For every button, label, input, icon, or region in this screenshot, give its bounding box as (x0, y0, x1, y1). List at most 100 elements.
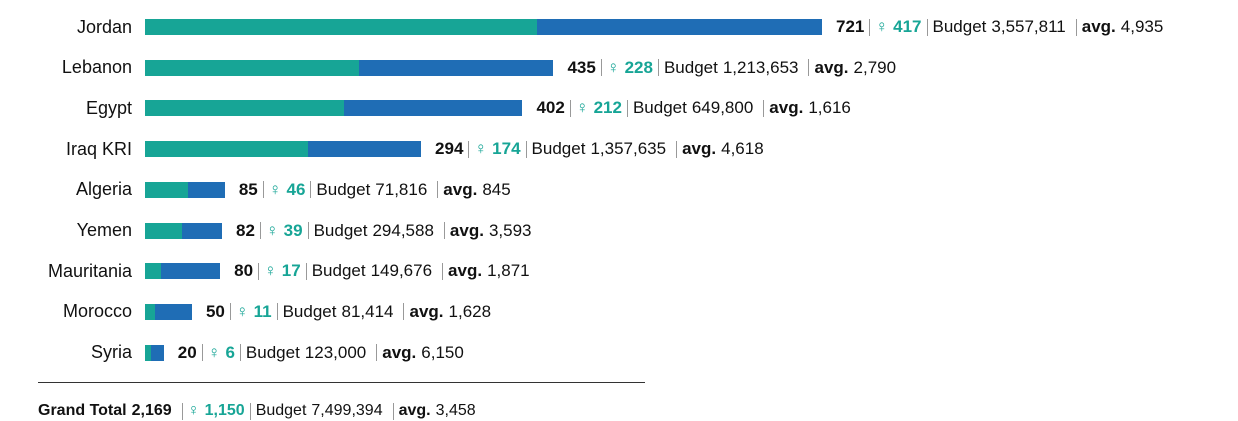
avg-value: 6,150 (421, 342, 464, 362)
category-label: Algeria (75, 179, 132, 200)
budget-text: Budget (663, 57, 718, 77)
bar-female (145, 141, 309, 158)
budget-text: Budget (316, 179, 371, 199)
total-label: 82 (235, 220, 255, 240)
bar-group (145, 344, 164, 361)
bar-female (145, 100, 345, 117)
separator (926, 18, 928, 36)
budget-value: 294,588 (372, 220, 434, 240)
avg-value: 1,871 (487, 261, 530, 281)
category-label: Egypt (85, 97, 132, 118)
bar-row: Mauritania 80 ♀ 17 Budget 149,676 avg. 1,871 (0, 260, 530, 282)
budget-text: Budget (632, 98, 687, 118)
separator (437, 181, 439, 199)
bar-group (145, 222, 222, 239)
budget-value: 123,000 (304, 342, 367, 362)
bar-row: Algeria 85 ♀ 46 Budget 71,816 avg. 845 (0, 179, 511, 201)
separator (468, 140, 470, 158)
female-label: 39 (283, 220, 303, 240)
bar-female (145, 181, 189, 198)
avg-value: 4,935 (1120, 17, 1164, 36)
separator (403, 303, 405, 321)
value-label: 402 ♀ 212 Budget 649,800 avg. 1,616 (536, 98, 850, 118)
grand-total-title: Grand Total (38, 402, 127, 419)
budget-value: 649,800 (691, 98, 754, 118)
female-symbol: ♀ (265, 220, 279, 240)
female-label: 212 (593, 98, 622, 118)
total-label: 402 (536, 98, 565, 118)
separator (569, 99, 571, 117)
separator (259, 222, 261, 239)
budget-value: 71,816 (375, 179, 428, 199)
bar-group (145, 100, 523, 117)
value-label: 721 ♀ 417 Budget 3,557,811 avg. 4,935 (836, 17, 1163, 37)
category-label: Iraq KRI (65, 138, 132, 159)
female-symbol: ♀ (474, 139, 488, 159)
separator (249, 402, 251, 420)
female-label: 11 (253, 301, 272, 321)
separator (626, 99, 628, 117)
bar-total (145, 263, 221, 280)
avg-text: avg. (769, 98, 804, 118)
separator (657, 59, 659, 77)
budget-value: 1,213,653 (722, 57, 799, 77)
female-symbol: ♀ (575, 98, 589, 118)
total-rule (38, 382, 645, 383)
category-label: Syria (90, 342, 132, 363)
category-label: Yemen (76, 220, 132, 240)
bar-row: Egypt 402 ♀ 212 Budget 649,800 avg. 1,616 (0, 97, 851, 119)
female-symbol: ♀ (187, 402, 200, 419)
avg-value: 1,616 (808, 98, 851, 118)
bar-row: Morocco 50 ♀ 11 Budget 81,414 avg. 1,628 (0, 301, 491, 323)
avg-value: 4,618 (721, 139, 764, 159)
separator (262, 181, 264, 199)
total-label: 80 (234, 261, 254, 281)
female-symbol: ♀ (207, 342, 221, 362)
bar-row: Jordan 721 ♀ 417 Budget 3,557,811 avg. 4,935 (0, 16, 1163, 38)
avg-text: avg. (682, 139, 717, 159)
bar-female (145, 59, 360, 76)
avg-text: avg. (443, 179, 478, 199)
separator (229, 303, 231, 321)
bar-group (145, 181, 225, 198)
female-symbol: ♀ (606, 57, 620, 77)
category-label: Mauritania (47, 260, 132, 281)
grand-budget-value: 7,499,394 (311, 402, 383, 419)
budget-value: 3,557,811 (991, 17, 1066, 36)
separator (443, 222, 445, 239)
bar-group (145, 303, 192, 320)
bar-row: Lebanon 435 ♀ 228 Budget 1,213,653 avg. 2,790 (0, 57, 896, 79)
separator (201, 344, 203, 362)
female-symbol: ♀ (875, 17, 889, 36)
value-label: 80 ♀ 17 Budget 149,676 avg. 1,871 (234, 261, 530, 281)
female-label: 417 (893, 17, 922, 36)
avg-value: 845 (482, 179, 511, 199)
budget-text: Budget (282, 301, 337, 321)
budget-value: 81,414 (341, 301, 394, 321)
separator (307, 222, 309, 239)
bar-female (145, 303, 156, 320)
category-label: Morocco (62, 301, 132, 322)
avg-text: avg. (409, 301, 444, 321)
bar-group (145, 19, 822, 35)
value-label: 85 ♀ 46 Budget 71,816 avg. 845 (239, 180, 511, 200)
avg-text: avg. (814, 57, 849, 77)
separator (276, 303, 278, 321)
total-label: 435 (567, 57, 596, 77)
bar-group (145, 59, 554, 76)
separator (305, 262, 307, 280)
avg-text: avg. (1081, 17, 1116, 36)
value-label: 435 ♀ 228 Budget 1,213,653 avg. 2,790 (567, 58, 896, 78)
avg-text: avg. (449, 220, 484, 240)
value-label: 82 ♀ 39 Budget 294,588 avg. 3,593 (236, 221, 532, 241)
bar-total (145, 303, 192, 320)
budget-text: Budget (531, 139, 586, 159)
budget-text: Budget (311, 261, 366, 281)
budget-value: 1,357,635 (590, 139, 667, 159)
bar-female (145, 263, 161, 280)
grand-total-value: 2,169 (131, 402, 172, 419)
female-symbol: ♀ (264, 261, 277, 281)
separator (376, 344, 378, 362)
female-label: 228 (624, 57, 653, 77)
bar-group (145, 263, 221, 280)
